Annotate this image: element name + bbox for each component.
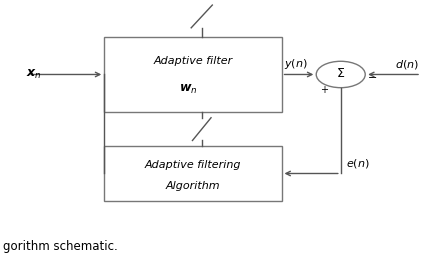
Text: Σ: Σ <box>337 67 345 80</box>
Text: Algorithm: Algorithm <box>166 181 220 190</box>
Bar <box>104 37 282 112</box>
Bar <box>104 146 282 201</box>
Text: $\boldsymbol{x}_n$: $\boldsymbol{x}_n$ <box>26 68 42 81</box>
Text: $d(n)$: $d(n)$ <box>395 58 419 71</box>
Text: Adaptive filter: Adaptive filter <box>153 56 232 66</box>
Circle shape <box>316 61 365 88</box>
Text: −: − <box>368 73 377 84</box>
Text: $y(n)$: $y(n)$ <box>284 57 307 71</box>
Text: Adaptive filtering: Adaptive filtering <box>145 160 241 170</box>
Text: gorithm schematic.: gorithm schematic. <box>3 240 118 252</box>
Text: $\boldsymbol{w}_n$: $\boldsymbol{w}_n$ <box>179 83 198 96</box>
Text: +: + <box>320 85 327 95</box>
Text: $e(n)$: $e(n)$ <box>346 157 369 170</box>
